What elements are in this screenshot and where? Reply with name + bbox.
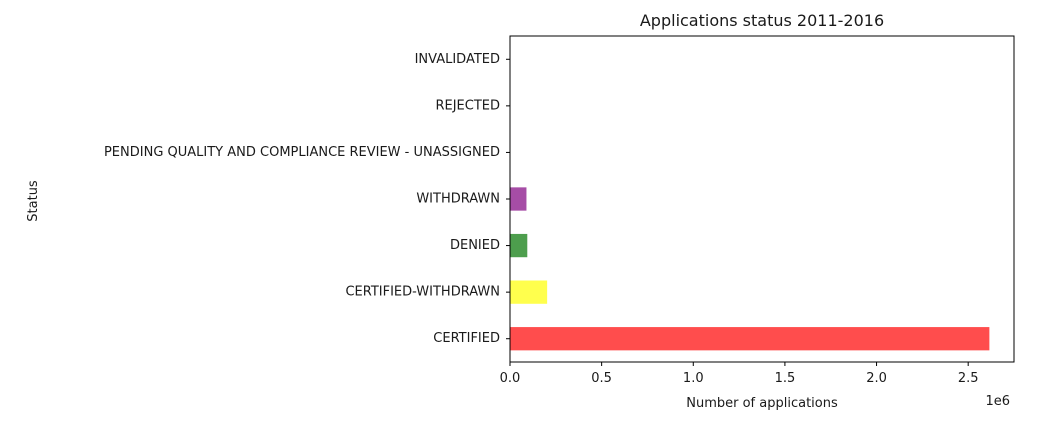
plot-frame: [509, 35, 1015, 363]
x-tick-label: 1.5: [775, 371, 796, 386]
y-tick-label: WITHDRAWN: [416, 192, 500, 207]
x-tick-label: 0.0: [500, 371, 521, 386]
y-tick-label: PENDING QUALITY AND COMPLIANCE REVIEW - …: [104, 145, 500, 160]
bars-group: [510, 47, 990, 351]
x-tick-label: 0.5: [591, 371, 612, 386]
y-tick-label: REJECTED: [435, 98, 500, 113]
y-tick-label: DENIED: [450, 238, 500, 253]
x-tick-label: 2.0: [866, 371, 887, 386]
bar-denied: [510, 233, 528, 258]
x-tick-label: 1.0: [683, 371, 704, 386]
chart-title: Applications status 2011-2016: [640, 11, 884, 30]
x-axis-ticks: 0.0 0.5 1.0 1.5 2.0 2.5: [500, 362, 979, 386]
x-axis-title: Number of applications: [686, 396, 838, 411]
y-tick-label: CERTIFIED: [433, 331, 500, 346]
bar-certified: [510, 327, 990, 351]
y-axis-title: Status: [26, 180, 41, 222]
y-tick-label: CERTIFIED-WITHDRAWN: [345, 285, 500, 300]
x-tick-label: 2.5: [958, 371, 979, 386]
bar-withdrawn: [510, 187, 527, 211]
y-axis-ticks: CERTIFIED CERTIFIED-WITHDRAWN DENIED WITHDR…: [104, 52, 510, 346]
bar-certified-withdrawn: [510, 280, 548, 304]
x-axis-offset-label: 1e6: [985, 394, 1010, 409]
y-tick-label: INVALIDATED: [415, 52, 500, 67]
